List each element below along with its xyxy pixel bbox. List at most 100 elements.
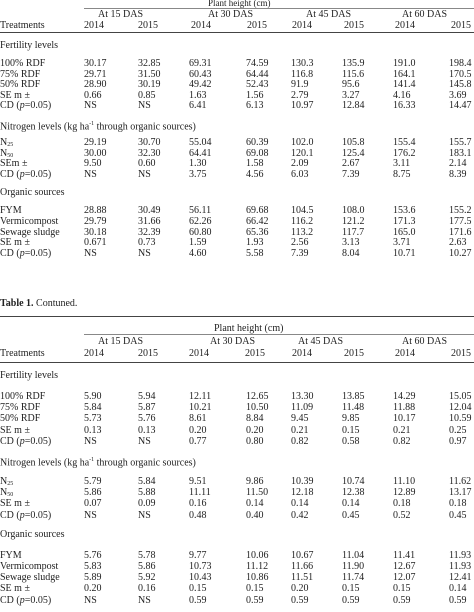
table-cell: 0.15	[189, 583, 207, 595]
table-cell: 135.9	[342, 58, 365, 69]
table-cell: 32.39	[138, 226, 161, 238]
table-cell: 2.67	[342, 158, 360, 170]
table-cell: 0.20	[291, 583, 309, 595]
table-cell: 0.15	[342, 424, 360, 436]
das-header-30: At 30 DAS	[210, 336, 256, 347]
table-cell: 5.88	[138, 487, 156, 499]
caption-text: Contuned.	[33, 298, 78, 309]
table-cell: 5.76	[84, 549, 102, 561]
table-cell: 0.66	[84, 89, 102, 101]
table-cell: 0.15	[342, 583, 360, 595]
row-label: 100% RDF	[0, 58, 46, 69]
table-cell: 0.58	[342, 435, 360, 447]
table-cell: 0.59	[291, 594, 309, 606]
table-cell: 91.9	[291, 79, 309, 91]
table-cell: 11.88	[393, 402, 416, 414]
table-cell: 0.59	[342, 594, 360, 606]
table-cell: 0.40	[246, 509, 264, 521]
table-cell: 12.38	[342, 487, 365, 499]
das-header-60: At 60 DAS	[402, 336, 448, 347]
table-cell: 0.13	[138, 424, 156, 436]
table-cell: 49.42	[189, 79, 212, 91]
table-cell: 9.51	[189, 476, 207, 487]
table-cell: 3.69	[449, 89, 467, 101]
table-cell: 5.90	[84, 391, 102, 402]
table-cell: 6.41	[189, 100, 207, 112]
section-title: Nitrogen levels (kg ha-1 through organic…	[0, 121, 196, 133]
table-cell: 29.19	[84, 137, 107, 148]
table-row: CD (p=0.05) NS NS 4.60 5.58 7.39 8.04 10.71 10.2…	[0, 248, 474, 259]
row-label: Vermicompost	[0, 561, 59, 572]
table-cell: 11.90	[342, 561, 365, 572]
table-row: FYM 28.88 30.49 56.11 69.68 104.5 108.0 153.6 15…	[0, 205, 474, 216]
table-cell: 9.85	[342, 413, 360, 425]
table-cell: 2.09	[291, 158, 309, 170]
table-cell: 165.0	[393, 226, 416, 238]
table-cell: 0.16	[138, 583, 156, 595]
year-cell: 2014	[191, 20, 211, 31]
table-cell: 0.85	[138, 89, 156, 101]
table-row: 50% RDF 28.90 30.19 49.42 52.43 91.9 95.6 141.4…	[0, 79, 474, 90]
table-cell: 170.5	[449, 68, 472, 80]
table-cell: 177.5	[449, 216, 472, 227]
table-cell: 130.3	[291, 58, 314, 69]
table-cell: 30.19	[138, 79, 161, 91]
table-cell: NS	[138, 594, 151, 606]
table-row: CD (p=0.05) NS NS 3.75 4.56 6.03 7.39 8.75 8.39	[0, 169, 474, 180]
table-cell: 0.59	[246, 594, 264, 606]
table-cell: 171.3	[393, 216, 416, 227]
table-cell: NS	[84, 247, 97, 259]
table-cell: 1.30	[189, 158, 207, 170]
table-cell: 5.86	[84, 487, 102, 499]
table-cell: 11.66	[291, 561, 314, 572]
table-cell: 12.07	[393, 572, 416, 584]
row-label: SE m ±	[0, 498, 30, 510]
table-cell: 2.79	[291, 89, 309, 101]
year-cell: 2015	[451, 348, 471, 359]
row-label: SE m ±	[0, 89, 30, 101]
table-cell: 11.11	[189, 487, 211, 499]
table-cell: 6.13	[246, 100, 264, 112]
row-label: CD (p=0.05)	[0, 435, 52, 447]
table-cell: 30.70	[138, 137, 161, 148]
table-cell: 3.75	[189, 168, 207, 180]
table-cell: 0.14	[449, 583, 467, 595]
table-cell: 1.56	[246, 89, 264, 101]
row-label: Sewage sludge	[0, 572, 60, 584]
table-cell: 11.41	[393, 549, 416, 561]
table-row: N25 29.19 30.70 55.04 60.39 102.0 105.8 155.4 15…	[0, 137, 474, 148]
table-cell: 28.90	[84, 79, 107, 91]
table-cell: 5.83	[84, 561, 102, 572]
table-cell: 31.66	[138, 216, 161, 227]
row-label: N50	[0, 147, 14, 159]
table-cell: 31.50	[138, 68, 161, 80]
table-cell: 10.21	[189, 402, 212, 414]
table-cell: 117.7	[342, 226, 365, 238]
table-cell: 0.73	[138, 237, 156, 249]
table-cell: 0.42	[291, 509, 309, 521]
table-cell: 30.18	[84, 226, 107, 238]
table-cell: 0.16	[189, 498, 207, 510]
table-row: CD (p=0.05) NS NS 0.77 0.80 0.82 0.58 0.82 0.97	[0, 436, 474, 447]
table-cell: 10.67	[291, 549, 314, 561]
table-cell: 1.63	[189, 89, 207, 101]
table-cell: 0.21	[393, 424, 411, 436]
table-cell: 30.00	[84, 147, 107, 159]
table-cell: 12.18	[291, 487, 314, 499]
table-cell: 9.77	[189, 549, 207, 561]
table-cell: 8.75	[393, 168, 411, 180]
table-cell: 0.59	[189, 594, 207, 606]
table-cell: 0.60	[138, 158, 156, 170]
row-label: N25	[0, 476, 14, 487]
table-row: Vermicompost 5.83 5.86 10.73 11.12 11.66 11.90…	[0, 561, 474, 572]
table-cell: 11.62	[449, 476, 472, 487]
table-cell: 11.10	[393, 476, 416, 487]
caption-label: Table 1.	[0, 298, 34, 309]
table-cell: 64.44	[246, 68, 269, 80]
table-cell: 0.80	[246, 435, 264, 447]
table-cell: NS	[84, 100, 97, 112]
table-row: N50 30.00 32.30 64.41 69.08 120.1 125.4 176.2 18…	[0, 148, 474, 159]
table-row: FYM 5.76 5.78 9.77 10.06 10.67 11.04 11.41 11.93	[0, 550, 474, 561]
table-row: 75% RDF 5.84 5.87 10.21 10.50 11.09 11.48 11.88…	[0, 402, 474, 413]
table-cell: 64.41	[189, 147, 212, 159]
